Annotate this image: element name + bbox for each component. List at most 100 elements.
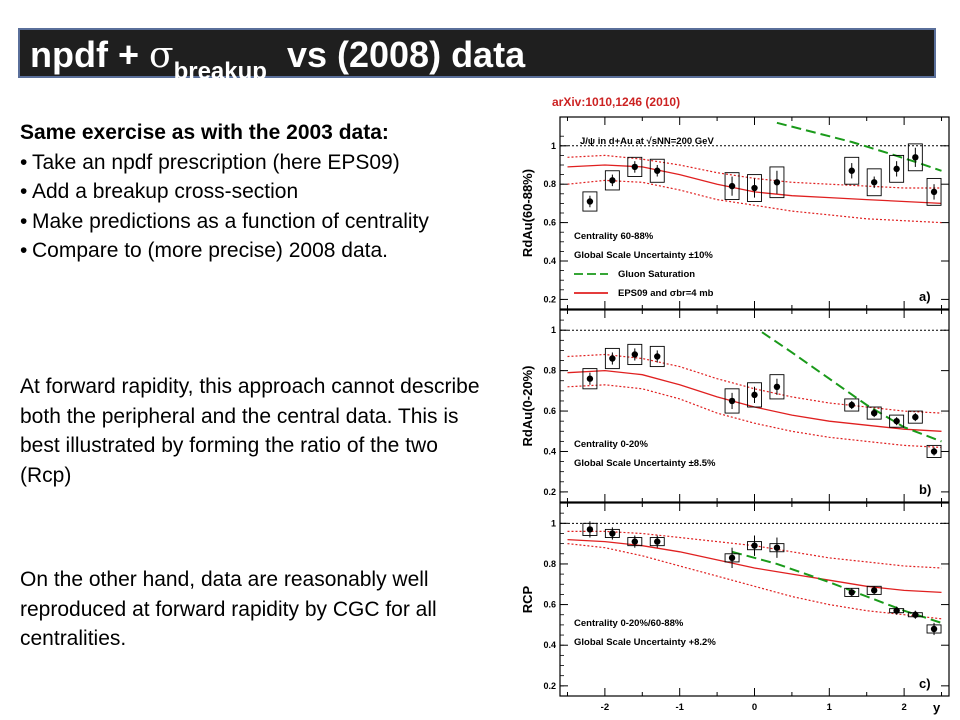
panel-annotation: Centrality 0-20%/60-88% [574,618,684,629]
sys-box [649,345,665,368]
title-subscript: breakup [173,58,267,85]
data-point [631,351,639,358]
sys-box [582,368,598,390]
y-axis-label: RdAu(0-20%) [520,366,535,447]
y-tick-label: 0.4 [543,640,556,650]
x-tick-label: 2 [901,702,906,713]
y-tick-label: 0.8 [543,366,556,376]
data-point [773,544,781,551]
title-rest: vs (2008) data [266,34,526,75]
data-point [751,542,758,549]
panel-annotation: Centrality 60-88% [574,231,654,242]
sys-box [866,406,882,420]
sys-box [604,170,620,191]
title-bar: npdf + σbreakup vs (2008) data [18,28,936,85]
data-point [654,538,661,545]
data-point [728,397,736,405]
data-point [654,353,661,360]
legend-label: Gluon Saturation [618,269,695,280]
slide-title: npdf + σbreakup vs (2008) data [30,34,525,86]
data-point [609,530,616,537]
data-point [586,526,594,533]
data-point [912,154,919,161]
data-point [912,611,919,618]
data-point [930,625,938,633]
figure-panels: 0.2 0.4 0.6 0.8 1 RdAu(60-88%) Centrality 60-8… [497,104,957,716]
sys-box [907,143,923,172]
data-point [631,538,639,545]
y-tick-label: 0.2 [543,294,556,304]
panel-tag: c) [919,676,931,691]
y-tick-label: 0.4 [543,256,556,266]
sys-box [866,168,882,197]
citation: arXiv:1010,1246 (2010) [552,95,681,109]
y-tick-label: 1 [551,141,556,151]
sys-box [747,174,762,202]
data-point [773,179,781,186]
data-point [870,587,878,594]
model-band-lower [567,543,942,620]
data-point [893,607,900,614]
title-sigma: σ [149,35,174,76]
y-tick-label: 1 [551,325,556,335]
y-tick-label: 0.4 [543,446,556,456]
data-point [728,554,736,562]
sys-box [889,414,905,428]
x-tick-label: 1 [827,702,833,713]
bullet-item: Make predictions as a function of centra… [20,207,500,237]
y-tick-label: 1 [551,518,556,528]
y-tick-label: 0.6 [543,406,556,416]
model-band-upper [567,154,942,189]
x-tick-label: 0 [752,702,757,713]
x-tick-label: -2 [601,702,609,713]
cgc-curve [776,121,942,172]
bullet-item: Take an npdf prescription (here EPS09) [20,148,500,178]
data-point [586,198,594,205]
panel-annotation: Centrality 0-20% [574,439,648,450]
sys-box [627,343,643,366]
y-tick-label: 0.6 [543,600,556,610]
panel-annotation: Global Scale Uncertainty ±10% [574,250,713,261]
data-point [609,355,616,362]
y-tick-label: 0.8 [543,559,556,569]
sys-box [926,177,942,206]
panel-b: 0.2 0.4 0.6 0.8 1 RdAu(0-20%) Centrality 0-20%… [520,309,950,503]
legend-label: EPS09 and σbr=4 mb [618,288,714,299]
panel-c: 0.2 0.4 0.6 0.8 1 RCP Centrality 0-20%/60-88% G… [520,502,950,715]
sys-box [604,347,620,370]
y-tick-label: 0.6 [543,218,556,228]
y-tick-label: 0.2 [543,681,556,691]
data-point [893,165,900,173]
cgc-curve [761,331,942,443]
panel-annotation: Global Scale Uncertainty ±8.5% [574,458,716,469]
bullet-item: Add a breakup cross-section [20,177,500,207]
model-band-upper [567,353,942,414]
panel-a: 0.2 0.4 0.6 0.8 1 RdAu(60-88%) Centrality 60-8… [520,116,950,310]
data-point [930,448,938,455]
data-point [870,409,878,417]
data-point [848,589,855,596]
paragraph-cgc: On the other hand, data are reasonably w… [20,568,437,650]
panel-tag: a) [919,289,931,304]
y-tick-label: 0.8 [543,179,556,189]
sys-box [649,158,665,183]
panel-frame [559,309,950,503]
data-point [773,383,781,390]
sys-box [724,388,740,414]
sys-box [844,156,860,185]
x-axis-label: y [933,700,941,715]
intro-block: Same exercise as with the 2003 data: Tak… [20,118,500,266]
sys-box [627,156,643,177]
sys-box [769,374,785,400]
sys-box [724,172,740,201]
data-point [848,167,855,174]
bullet-list: Take an npdf prescription (here EPS09) A… [20,148,500,266]
x-tick-label: -1 [675,702,684,713]
sys-box [769,166,785,199]
panel-annotation: Global Scale Uncertainty +8.2% [574,637,716,648]
data-point [751,391,758,399]
data-point [586,375,594,382]
data-point [930,188,938,196]
model-central-line [567,538,942,594]
y-axis-label: RdAu(60-88%) [520,169,535,257]
